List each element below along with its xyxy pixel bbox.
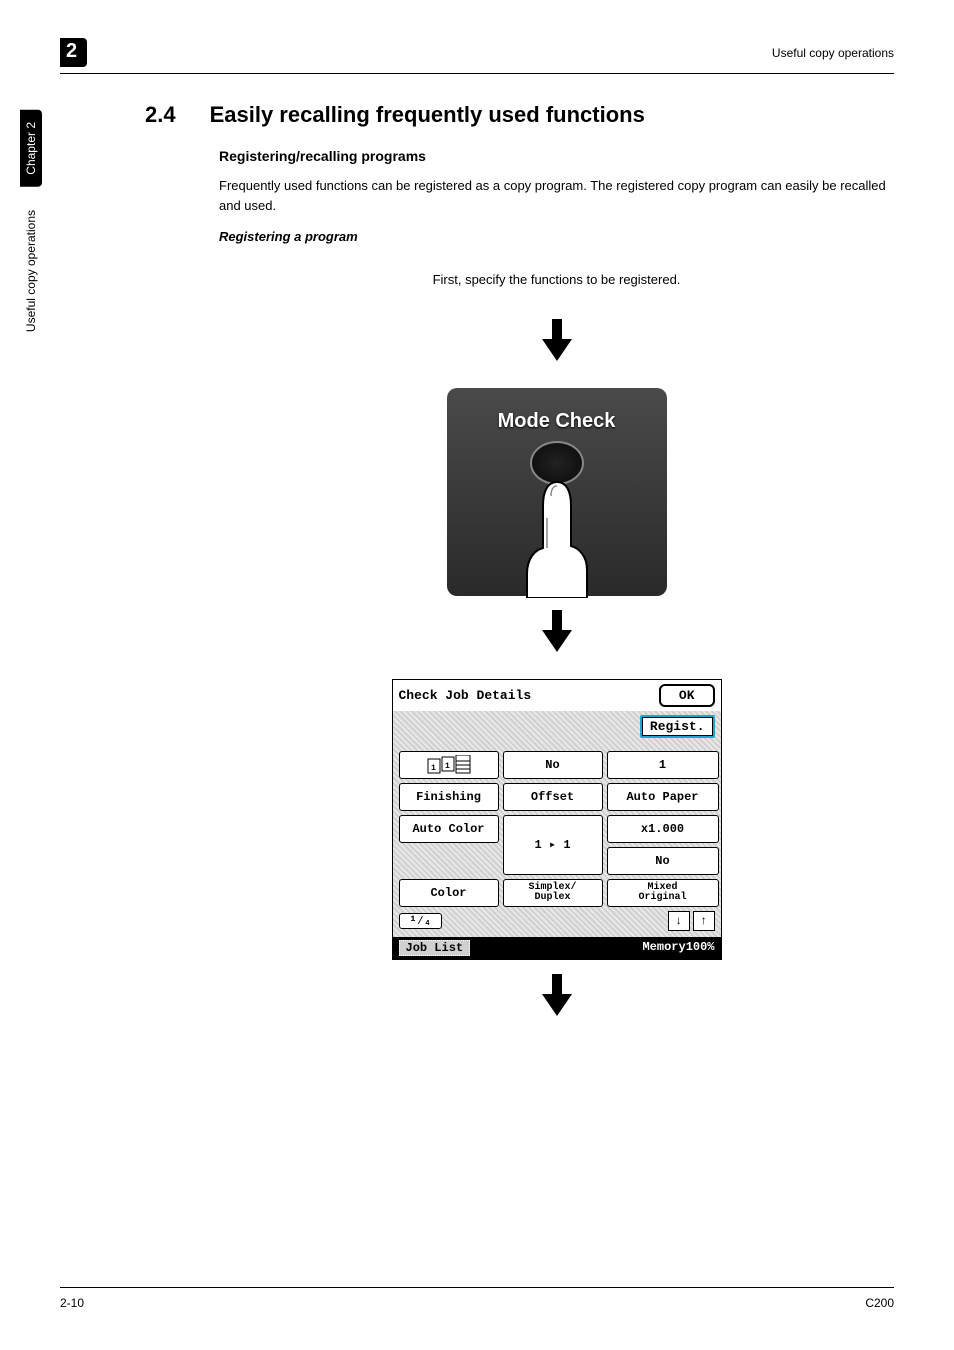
side-chapter-tab: Chapter 2	[20, 110, 42, 187]
lcd-blank	[399, 847, 499, 875]
body-paragraph: Frequently used functions can be registe…	[219, 176, 894, 215]
lcd-top-row: Check Job Details OK	[393, 680, 721, 711]
header-row: 2 Useful copy operations	[60, 38, 894, 67]
content-area: 2.4 Easily recalling frequently used fun…	[145, 102, 894, 1043]
step-caption: First, specify the functions to be regis…	[219, 272, 894, 287]
mode-check-panel: Mode Check	[447, 388, 667, 596]
section-body: Registering/recalling programs Frequentl…	[219, 148, 894, 1043]
model-label: C200	[865, 1296, 894, 1310]
lcd-body: Regist. 11 No 1 Finishing Offset Auto Pa…	[393, 711, 721, 937]
lcd-original-icon[interactable]: 11	[399, 751, 499, 779]
lcd-joblist-button[interactable]: Job List	[399, 940, 471, 956]
lcd-down-button[interactable]: ↓	[668, 911, 690, 931]
lcd-autocolor-label: Auto Color	[399, 815, 499, 843]
lcd-offset-button[interactable]: Offset	[503, 783, 603, 811]
lcd-cell[interactable]: No	[503, 751, 603, 779]
section-heading-row: 2.4 Easily recalling frequently used fun…	[145, 102, 894, 128]
flow-area: First, specify the functions to be regis…	[219, 272, 894, 1043]
lcd-up-button[interactable]: ↑	[693, 911, 715, 931]
header-rule	[60, 73, 894, 74]
arrow-down-icon	[540, 319, 574, 363]
lcd-simplex-button[interactable]: Simplex/ Duplex	[503, 879, 603, 907]
lcd-ok-button[interactable]: OK	[659, 684, 715, 707]
section-badge: 2	[60, 38, 87, 67]
lcd-cell[interactable]: No	[607, 847, 719, 875]
lcd-page-indicator: ¹⁄₄	[399, 913, 443, 929]
lcd-finishing-button[interactable]: Finishing	[399, 783, 499, 811]
svg-text:1: 1	[431, 764, 436, 773]
lcd-footer: Job List Memory100%	[393, 937, 721, 959]
mode-check-label: Mode Check	[447, 410, 667, 433]
lcd-color-button[interactable]: Color	[399, 879, 499, 907]
sub-heading: Registering/recalling programs	[219, 148, 894, 164]
page-number: 2-10	[60, 1296, 84, 1310]
header-right-text: Useful copy operations	[772, 46, 894, 60]
lcd-grid: 11 No 1 Finishing Offset Auto Paper Auto…	[399, 751, 715, 907]
italic-heading: Registering a program	[219, 229, 894, 244]
lcd-cell[interactable]: 1	[607, 751, 719, 779]
lcd-panel: Check Job Details OK Regist. 11 No 1 Fin…	[392, 679, 722, 960]
lcd-arrow-buttons: ↓ ↑	[668, 911, 715, 931]
svg-text:1: 1	[445, 762, 450, 771]
section-number: 2.4	[145, 102, 176, 128]
lcd-pagination-row: ¹⁄₄ ↓ ↑	[399, 911, 715, 931]
lcd-title: Check Job Details	[399, 688, 532, 703]
section-title: Easily recalling frequently used functio…	[210, 102, 645, 128]
lcd-sides-button[interactable]: 1 ▸ 1	[503, 815, 603, 875]
finger-icon	[517, 478, 597, 598]
lcd-mixed-button[interactable]: Mixed Original	[607, 879, 719, 907]
lcd-zoom-button[interactable]: x1.000	[607, 815, 719, 843]
lcd-memory-label: Memory100%	[642, 940, 714, 956]
arrow-down-icon	[540, 610, 574, 654]
arrow-down-icon	[540, 974, 574, 1018]
side-vertical-label: Useful copy operations	[24, 210, 38, 332]
page: 2 Useful copy operations Chapter 2 Usefu…	[0, 0, 954, 1350]
lcd-autopaper-button[interactable]: Auto Paper	[607, 783, 719, 811]
lcd-regist-button[interactable]: Regist.	[640, 715, 715, 738]
page-footer: 2-10 C200	[60, 1287, 894, 1310]
